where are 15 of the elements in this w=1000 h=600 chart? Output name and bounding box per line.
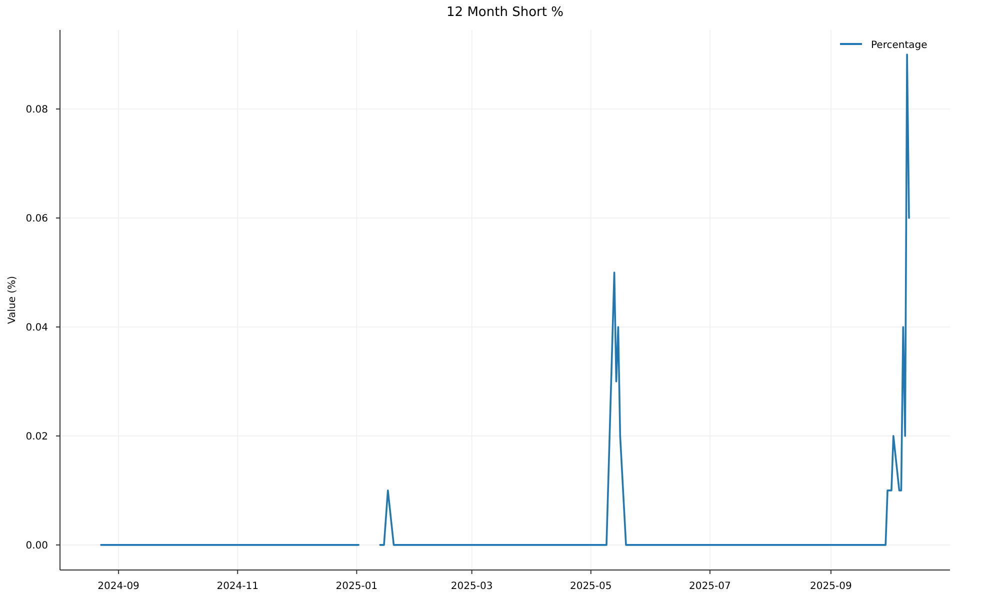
y-tick-label: 0.04 (26, 322, 48, 334)
x-tick-label: 2024-11 (216, 581, 259, 592)
legend-label: Percentage (871, 40, 928, 51)
y-axis-title: Value (%) (7, 276, 18, 324)
x-tick-label: 2025-03 (450, 581, 493, 592)
x-tick-label: 2024-09 (98, 581, 140, 592)
y-tick-label: 0.08 (26, 104, 48, 116)
chart-title: 12 Month Short % (446, 5, 564, 20)
x-tick-label: 2025-01 (336, 581, 378, 592)
y-tick-label: 0.00 (26, 540, 48, 552)
y-tick-label: 0.02 (26, 431, 48, 442)
x-tick-label: 2025-09 (810, 581, 852, 592)
x-tick-label: 2025-05 (570, 581, 612, 592)
y-tick-label: 0.06 (26, 213, 48, 224)
x-tick-label: 2025-07 (689, 581, 731, 592)
